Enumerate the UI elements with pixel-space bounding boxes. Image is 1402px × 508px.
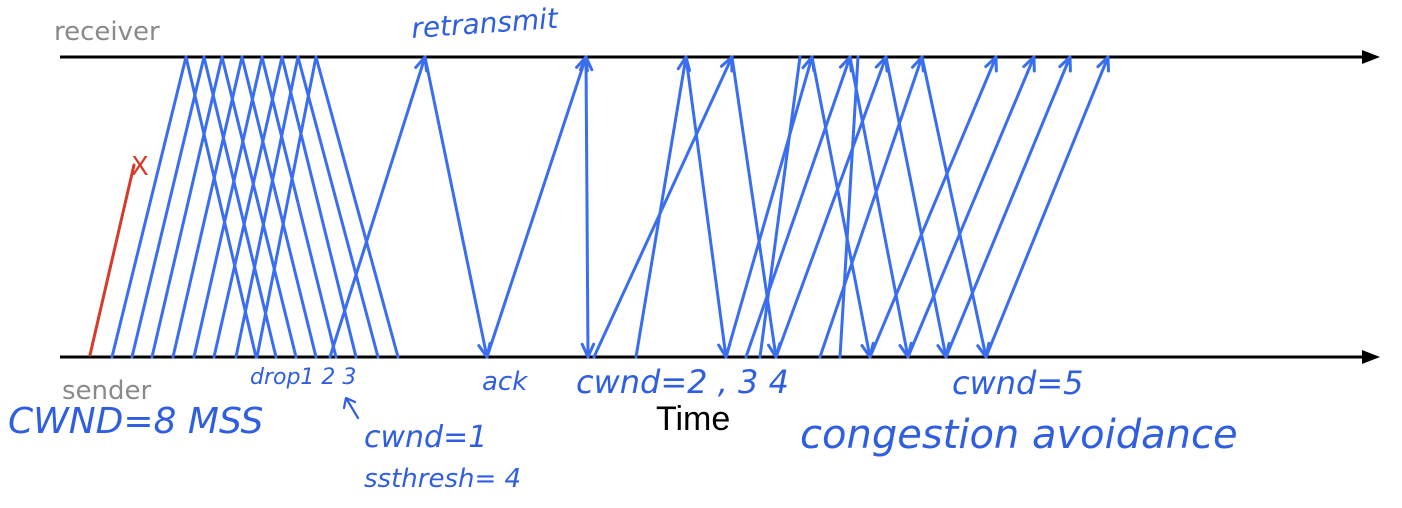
segment-line-13 xyxy=(280,55,358,359)
segment-line-3 xyxy=(171,55,244,359)
segment-line-25 xyxy=(810,55,872,359)
segment-line-26 xyxy=(744,55,852,359)
cwnd1-annotation: cwnd=1 xyxy=(364,420,487,455)
time-label: Time xyxy=(656,400,730,438)
ack-annotation: ack xyxy=(482,367,528,397)
segment-line-31 xyxy=(920,55,988,359)
segment-line-14 xyxy=(296,55,380,359)
sender-axis-arrowhead xyxy=(1362,350,1380,364)
segment-line-17 xyxy=(423,55,489,359)
segment-arrowhead-33-end xyxy=(1022,55,1036,73)
segment-line-36 xyxy=(758,55,802,359)
segment-line-5 xyxy=(212,55,284,359)
receiver-label: receiver xyxy=(54,17,160,47)
segment-line-35 xyxy=(984,55,1110,359)
segment-line-27 xyxy=(848,55,910,359)
sender-label: sender xyxy=(62,376,152,406)
segment-line-20 xyxy=(634,55,688,359)
lost-segment-x-mark: X xyxy=(131,152,149,182)
segment-line-9 xyxy=(202,55,278,359)
segment-line-33 xyxy=(906,55,1036,359)
segment-arrows xyxy=(110,55,1110,359)
segment-line-10 xyxy=(220,55,298,359)
cwnd-initial-annotation: CWND=8 MSS xyxy=(8,401,263,442)
segment-arrowhead-35-end xyxy=(1096,55,1110,73)
segment-line-11 xyxy=(240,55,318,359)
segment-line-18 xyxy=(485,55,588,359)
segment-arrowhead-19-end xyxy=(580,342,596,359)
segment-line-12 xyxy=(260,55,338,359)
cwnd5-annotation: cwnd=5 xyxy=(952,364,1084,402)
cwnd-steps-annotation: cwnd=2 , 3 4 xyxy=(576,363,789,401)
segment-line-21 xyxy=(684,55,728,359)
segment-line-15 xyxy=(314,55,400,359)
segment-line-6 xyxy=(234,55,300,359)
segment-line-30 xyxy=(818,55,924,359)
segment-line-7 xyxy=(255,55,318,359)
segment-line-23 xyxy=(730,55,778,359)
segment-line-24 xyxy=(724,55,814,359)
retransmit-annotation: retransmit xyxy=(410,2,560,45)
segment-line-34 xyxy=(944,55,1072,359)
segment-line-1 xyxy=(130,55,206,359)
segment-line-4 xyxy=(192,55,264,359)
segment-arrowhead-19-start xyxy=(578,55,594,72)
lost-segment-arrow xyxy=(88,163,136,357)
segment-line-37 xyxy=(838,55,860,359)
drop-pointer-arrow xyxy=(342,396,360,420)
segment-arrowhead-34-end xyxy=(1058,55,1072,73)
receiver-axis-arrowhead xyxy=(1362,50,1380,64)
segment-line-8 xyxy=(184,55,258,359)
segment-line-28 xyxy=(774,55,888,359)
segment-line-0 xyxy=(110,55,188,359)
drop-annotation: drop1 2 3 xyxy=(250,365,356,390)
segment-line-16 xyxy=(328,55,427,359)
segment-line-32 xyxy=(868,55,998,359)
congestion-avoidance-annotation: congestion avoidance xyxy=(800,412,1238,458)
segment-line-29 xyxy=(884,55,948,359)
segment-line-2 xyxy=(150,55,224,359)
ssthresh-annotation: ssthresh= 4 xyxy=(364,464,521,494)
segment-arrowhead-32-end xyxy=(984,55,998,73)
segment-line-19 xyxy=(584,55,590,359)
segment-line-22 xyxy=(592,55,734,359)
